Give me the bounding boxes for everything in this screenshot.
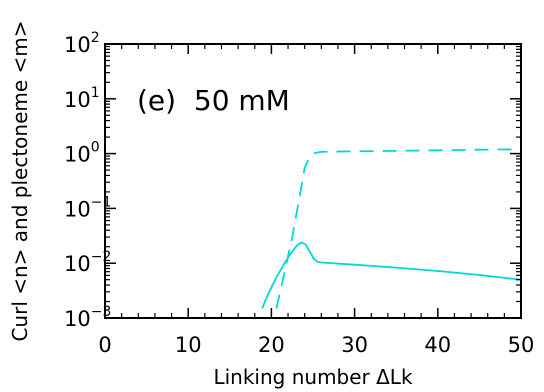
y-tick-label: 101 — [64, 85, 100, 112]
y-tick-label: 10−1 — [64, 194, 111, 221]
x-tick-label: 0 — [98, 333, 111, 357]
x-tick-label: 50 — [508, 333, 535, 357]
y-tick-label: 10−3 — [64, 304, 111, 331]
series-line-solid — [261, 241, 522, 309]
y-tick-label: 10−2 — [64, 249, 111, 276]
series-layer — [261, 148, 522, 309]
x-tick-label: 20 — [258, 333, 285, 357]
ticks-layer: 0 10 20 30 40 50 10−3 10−2 10−1 100 101 102 — [64, 30, 534, 357]
x-tick-label: 30 — [341, 333, 368, 357]
y-axis-label: Curl <n> and plectoneme <m> — [8, 20, 32, 341]
x-axis-label: Linking number ΔLk — [213, 365, 412, 389]
y-tick-label: 102 — [64, 30, 100, 57]
plot-frame — [104, 43, 522, 319]
x-tick-label: 10 — [175, 333, 202, 357]
x-tick-label: 40 — [424, 333, 451, 357]
y-tick-label: 100 — [64, 140, 100, 167]
series-line-dashed — [275, 148, 522, 309]
panel-annotation: (e) 50 mM — [137, 84, 290, 117]
